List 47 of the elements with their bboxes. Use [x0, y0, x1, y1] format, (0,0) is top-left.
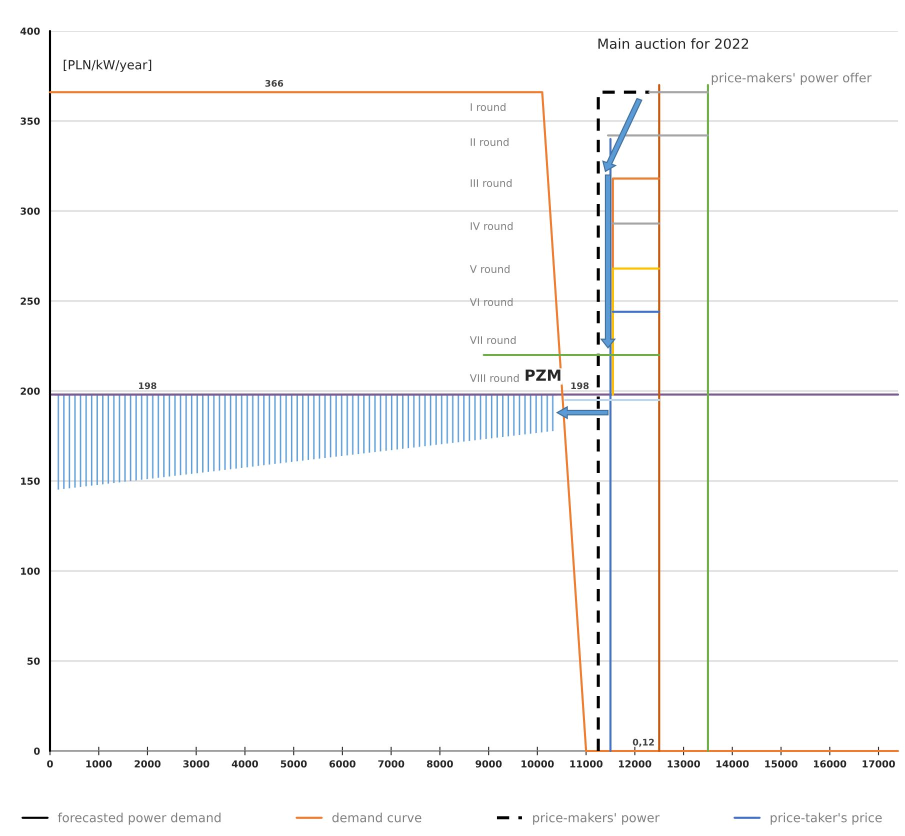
chart-title: Main auction for 2022: [598, 38, 748, 49]
x-tick-label: 11000: [570, 760, 603, 768]
y-tick-label: 350: [20, 117, 40, 125]
legend-label: demand curve: [332, 812, 422, 822]
annotation: V round: [470, 264, 510, 274]
y-tick-label: 200: [20, 387, 40, 395]
y-tick-label: 100: [21, 567, 40, 575]
annotation: 0,12: [632, 738, 654, 747]
x-tick-label: 15000: [765, 760, 798, 768]
x-tick-label: 17000: [862, 760, 895, 768]
y-tick-label: 250: [20, 297, 40, 305]
annotation: VII round: [470, 336, 516, 344]
annotation: 198: [139, 382, 156, 390]
annotation: VIII round: [470, 374, 519, 382]
legend-label: price-taker's price: [770, 812, 882, 825]
y-tick-label: 150: [21, 477, 40, 485]
annotation: I round: [470, 102, 506, 112]
y-tick-label: 400: [20, 27, 40, 35]
y-axis-title: [PLN/kW/year]: [64, 60, 152, 72]
x-tick-label: 1000: [86, 760, 112, 768]
x-tick-label: 3000: [183, 760, 210, 768]
x-tick-label: 2000: [134, 760, 161, 768]
x-tick-label: 0: [47, 760, 53, 768]
annotation: price-makers' power offer: [712, 72, 872, 85]
y-tick-label: 300: [20, 207, 40, 215]
x-tick-label: 12000: [619, 760, 652, 768]
legend-label: forecasted power demand: [58, 812, 221, 825]
x-tick-label: 13000: [668, 760, 700, 768]
x-tick-label: 14000: [716, 760, 749, 768]
x-tick-label: 4000: [232, 760, 258, 768]
y-tick-label: 50: [28, 657, 40, 665]
annotation: 366: [265, 80, 284, 87]
x-tick-label: 10000: [522, 760, 554, 768]
annotation: III round: [470, 178, 512, 188]
annotation: PZM: [526, 370, 560, 381]
annotation: 198: [571, 382, 589, 390]
y-tick-label: 0: [34, 747, 40, 755]
x-tick-label: 8000: [426, 760, 453, 768]
x-tick-label: 9000: [476, 760, 502, 768]
x-tick-label: 7000: [378, 760, 404, 768]
annotation: IV round: [470, 222, 513, 230]
annotation: II round: [470, 138, 509, 146]
x-tick-label: 5000: [280, 760, 307, 768]
x-tick-label: 16000: [814, 760, 846, 768]
legend-label: price-makers' power: [533, 812, 660, 825]
annotation: VI round: [470, 298, 513, 306]
x-tick-label: 6000: [329, 760, 356, 768]
